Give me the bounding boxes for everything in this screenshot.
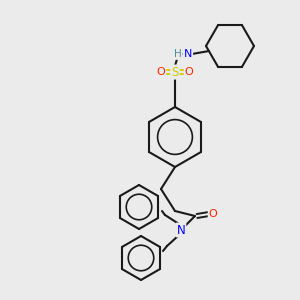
Text: S: S (171, 65, 179, 79)
Text: N: N (184, 49, 192, 59)
Text: O: O (157, 67, 165, 77)
Text: O: O (184, 67, 194, 77)
Text: H: H (174, 49, 182, 59)
Text: N: N (177, 224, 185, 236)
Text: O: O (208, 209, 217, 219)
